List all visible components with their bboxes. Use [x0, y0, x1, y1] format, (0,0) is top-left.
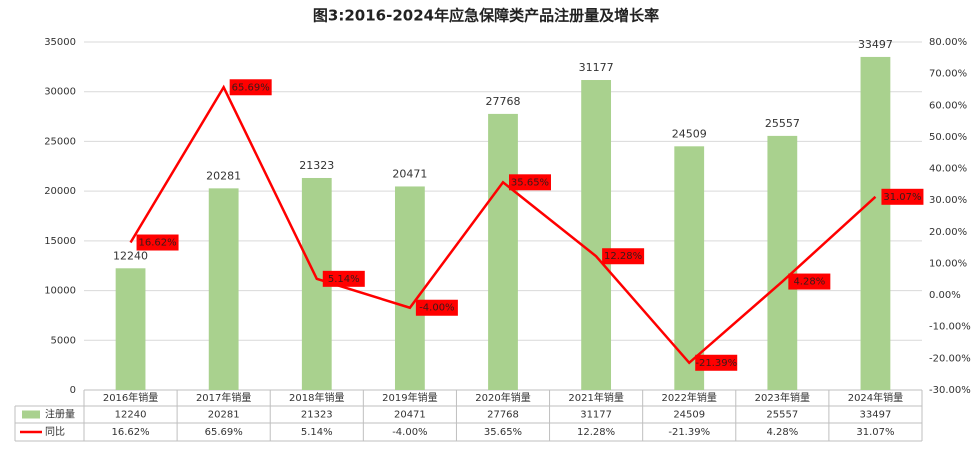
line-label-box	[695, 354, 738, 371]
line-label-box	[136, 234, 179, 251]
table-cell: 31.07%	[856, 427, 894, 438]
y-tick-label: 0	[70, 385, 76, 396]
y-tick-label: 35000	[44, 37, 76, 48]
bar-value-label: 25557	[765, 117, 800, 130]
y-tick-label: 25000	[44, 136, 76, 147]
line-value-label: 16.62%	[138, 238, 176, 249]
y2-tick-label: 80.00%	[929, 37, 967, 48]
y2-tick-label: 40.00%	[929, 164, 967, 175]
table-cell: 20471	[394, 410, 426, 421]
line	[129, 84, 877, 365]
line-label-box	[322, 270, 365, 287]
bar-value-label: 31177	[579, 61, 614, 74]
y2-tick-label: -20.00%	[929, 353, 971, 364]
table-cell: -21.39%	[668, 427, 710, 438]
table-cell: 25557	[766, 410, 798, 421]
y2-tick-label: 70.00%	[929, 69, 967, 80]
legend-label: 同比	[45, 426, 65, 438]
line-label-box	[881, 188, 924, 205]
table-cell: 20281	[208, 410, 240, 421]
table-cell: 31177	[580, 410, 612, 421]
bar-value-label: 21323	[299, 159, 334, 172]
bar	[115, 268, 146, 390]
x-tick-label: 2021年销量	[568, 391, 623, 404]
x-tick-label: 2023年销量	[755, 391, 810, 404]
line-label-box	[229, 79, 272, 96]
legend-swatch	[22, 410, 40, 419]
x-tick-label: 2017年销量	[196, 391, 251, 404]
x-tick-label: 2024年销量	[848, 391, 903, 404]
line-value-label: 65.69%	[232, 82, 270, 93]
y-tick-label: 20000	[44, 186, 76, 197]
x-tick-label: 2016年销量	[103, 391, 158, 404]
bar-value-label: 27768	[486, 95, 521, 108]
y2-tick-label: 60.00%	[929, 100, 967, 111]
table-cell: 27768	[487, 410, 519, 421]
y2-tick-label: 20.00%	[929, 227, 967, 238]
bar	[394, 186, 425, 390]
y2-tick-label: 30.00%	[929, 195, 967, 206]
bar-value-label: 24509	[672, 127, 707, 140]
y-tick-label: 5000	[51, 335, 76, 346]
line-value-label: 12.28%	[604, 251, 642, 262]
x-tick-label: 2019年销量	[382, 391, 437, 404]
x-tick-label: 2018年销量	[289, 391, 344, 404]
line-label-box	[509, 174, 551, 191]
line-label-box	[788, 273, 831, 290]
x-tick-label: 2022年销量	[661, 391, 716, 404]
line-value-label: 5.14%	[328, 274, 360, 285]
bar-value-label: 33497	[858, 38, 893, 51]
legend-label: 注册量	[45, 408, 75, 421]
bar-value-label: 20281	[206, 169, 241, 182]
table-cell: 35.65%	[484, 427, 522, 438]
line-label-box	[602, 248, 645, 265]
table-cell: 12240	[115, 410, 147, 421]
y2-tick-label: 10.00%	[929, 258, 967, 269]
line-value-label: 35.65%	[511, 177, 549, 188]
table-cell: 4.28%	[766, 427, 798, 438]
table-cell: 65.69%	[205, 427, 243, 438]
bar	[674, 146, 705, 390]
y2-tick-label: -10.00%	[929, 322, 971, 333]
table-cell: 5.14%	[301, 427, 333, 438]
bar-value-label: 20471	[392, 167, 427, 180]
line-value-label: 4.28%	[793, 277, 825, 288]
bar	[767, 135, 798, 390]
table-cell: 21323	[301, 410, 333, 421]
table-cell: 33497	[860, 410, 892, 421]
table-cell: 24509	[673, 410, 705, 421]
y2-tick-label: -30.00%	[929, 385, 971, 396]
y2-tick-label: 50.00%	[929, 132, 967, 143]
bar-value-label: 12240	[113, 249, 148, 262]
y-tick-label: 15000	[44, 236, 76, 247]
x-tick-label: 2020年销量	[475, 391, 530, 404]
bar	[488, 113, 518, 391]
line-label-box	[415, 299, 458, 316]
line-value-label: -21.39%	[695, 358, 737, 369]
y-tick-label: 30000	[44, 87, 76, 98]
line-value-label: 31.07%	[883, 192, 921, 203]
y2-tick-label: 0.00%	[929, 290, 961, 301]
table-cell: 16.62%	[111, 427, 149, 438]
table-cell: 12.28%	[577, 427, 615, 438]
chart-title: 图3:2016-2024年应急保障类产品注册量及增长率	[313, 7, 659, 25]
bar	[581, 80, 612, 391]
y-tick-label: 10000	[44, 286, 76, 297]
bar	[208, 188, 239, 390]
table-cell: -4.00%	[392, 427, 427, 438]
bar	[860, 56, 891, 390]
line-value-label: -4.00%	[419, 303, 454, 314]
